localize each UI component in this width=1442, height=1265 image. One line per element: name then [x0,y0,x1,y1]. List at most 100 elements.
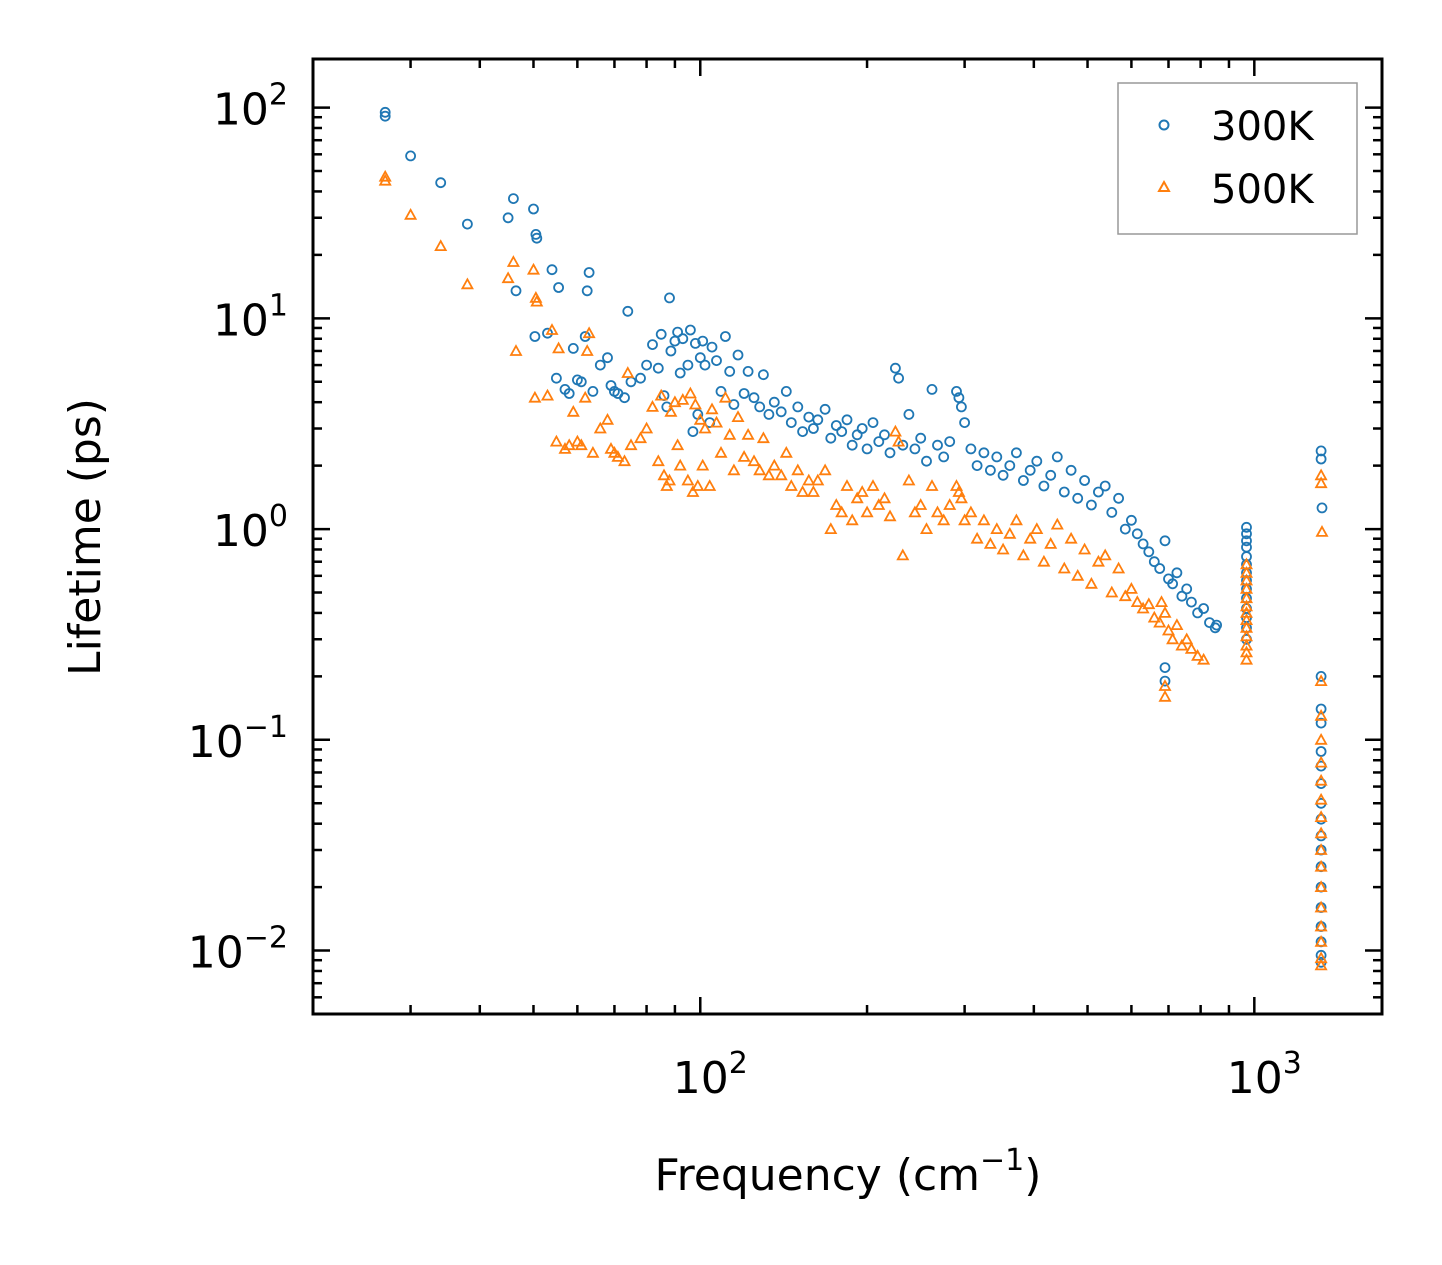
point-300k-85 [861,443,873,455]
y-axis-title: Lifetime (ps) [60,398,111,676]
point-500k-73 [796,485,810,497]
point-500k-108 [983,537,997,549]
point-300k-89 [884,447,896,459]
point-300k-139 [1176,590,1188,602]
point-500k-79 [829,498,843,510]
point-300k-40 [664,292,675,304]
point-300k-68 [768,396,780,408]
point-300k-22 [581,285,593,297]
point-300k-101 [951,385,962,397]
point-500k-81 [840,479,854,491]
point-300k-77 [819,403,831,415]
y-tick-label-1: 100 [213,499,288,557]
point-300k-74 [803,411,815,423]
point-500k-167 [1314,773,1328,786]
point-300k-32 [625,376,637,388]
point-500k-140 [1180,632,1194,645]
point-500k-41 [664,404,678,417]
point-500k-3 [434,239,448,252]
point-300k-100 [944,436,956,448]
point-500k-139 [1175,638,1189,651]
point-500k-110 [996,542,1010,555]
point-500k-93 [902,473,916,486]
point-300k-46 [682,359,694,371]
point-500k-138 [1170,618,1184,630]
point-500k-92 [896,548,910,561]
point-500k-68 [767,458,781,471]
point-500k-18 [566,404,580,417]
point-300k-124 [1093,486,1104,498]
point-300k-86 [867,417,879,429]
point-300k-4 [461,218,473,230]
x-tick-label-1000: 103 [1227,1046,1302,1104]
point-300k-137 [1167,578,1178,590]
point-300k-152 [1241,541,1252,553]
point-500k-58 [718,390,732,403]
point-500k-39 [660,479,674,491]
point-300k-88 [879,429,890,441]
point-300k-5 [502,212,514,224]
point-500k-123 [1084,576,1098,589]
point-500k-105 [964,505,978,518]
point-500k-32 [624,438,638,451]
point-500k-163 [1314,674,1328,686]
point-500k-85 [860,505,874,518]
point-300k-41 [665,345,677,357]
point-300k-75 [808,423,819,434]
point-300k-123 [1086,499,1097,511]
point-500k-145 [1158,689,1172,702]
point-300k-99 [938,451,950,463]
point-500k-66 [756,431,770,444]
point-300k-3 [435,177,447,189]
legend-label-500k: 500K [1211,167,1315,213]
point-300k-111 [1004,460,1016,472]
y-tick-label-100: 102 [213,78,288,136]
point-500k-33 [633,431,648,444]
point-500k-84 [855,485,869,497]
point-300k-20 [575,376,587,388]
point-500k-96 [919,522,934,534]
point-500k-130 [1130,595,1144,607]
point-500k-125 [1098,548,1112,561]
point-300k-134 [1154,563,1166,574]
point-500k-159 [1239,652,1254,665]
point-500k-9 [529,291,543,303]
x-axis-title: Frequency (cm−1) [655,1143,1042,1201]
point-500k-55 [705,402,719,415]
point-300k-35 [647,339,658,351]
point-300k-135 [1159,535,1171,547]
point-500k-146 [1154,595,1169,607]
point-500k-1 [378,173,392,186]
point-500k-112 [1009,513,1023,526]
point-500k-74 [802,473,816,486]
point-500k-90 [888,424,902,437]
point-500k-137 [1166,632,1180,645]
point-300k-84 [856,423,868,434]
point-500k-103 [954,491,968,504]
point-300k-138 [1171,567,1183,579]
point-500k-171 [1314,843,1328,855]
point-500k-128 [1118,589,1132,602]
point-300k-1 [379,110,391,122]
point-300k-104 [959,417,970,429]
point-300k-79 [830,420,842,431]
point-300k-126 [1106,507,1118,518]
point-300k-48 [687,426,699,438]
point-500k-49 [688,397,702,410]
point-500k-23 [582,326,596,339]
point-500k-34 [640,421,654,434]
point-500k-143 [1197,652,1211,665]
point-300k-55 [706,341,718,353]
point-500k-114 [1023,531,1037,544]
legend-marker-500k [1157,179,1171,192]
point-300k-13 [546,264,558,276]
point-500k-15 [552,341,566,354]
point-500k-17 [562,438,576,451]
point-500k-20 [574,438,588,451]
point-300k-118 [1051,451,1063,463]
point-300k-119 [1058,486,1070,498]
x-tick-label-100: 102 [673,1046,748,1104]
point-300k-148 [1159,675,1171,687]
point-500k-64 [747,454,761,467]
point-500k-14 [549,434,563,447]
